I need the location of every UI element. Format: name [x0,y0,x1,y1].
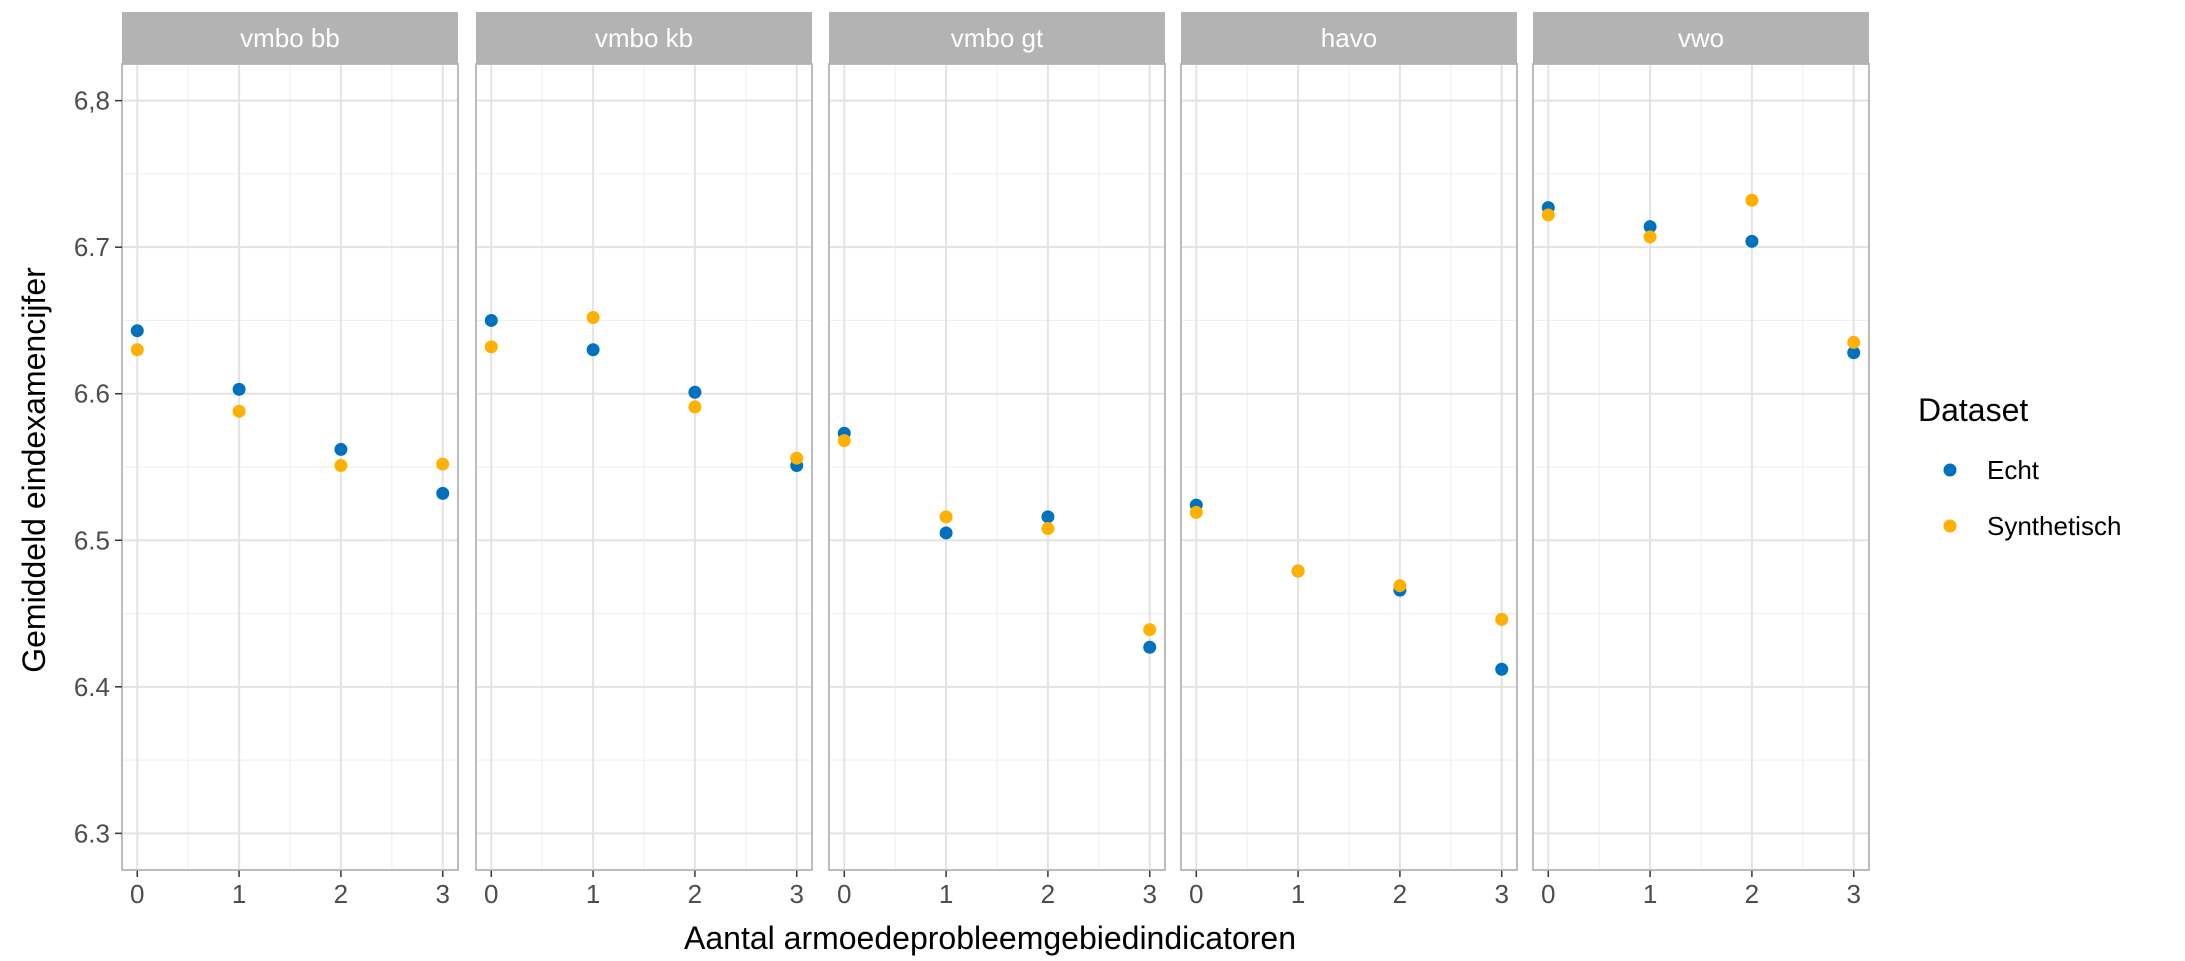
x-tick-label: 2 [334,879,348,909]
facet-strip-label: vmbo bb [240,23,340,53]
y-tick-label: 6.7 [74,232,110,262]
panel-vmbo-kb: 0 1 2 3 vmbo kb [475,12,813,909]
panel-vmbo-bb: 0 1 2 3 vmbo bb [121,12,459,909]
x-tick-label: 2 [688,879,702,909]
facet-strip [829,12,1165,64]
facet-strip [1181,12,1517,64]
legend-title: Dataset [1918,392,2028,428]
x-tick-label: 3 [1494,879,1508,909]
y-axis: 6.3 6.4 6.5 6.6 6.7 6,8 [74,86,122,848]
point-synthetisch [1745,193,1759,207]
facet-strip [1533,12,1869,64]
facet-strip-label: vwo [1678,23,1724,53]
x-tick-label: 1 [232,879,246,909]
y-tick-label: 6.4 [74,672,110,702]
x-tick-label: 0 [837,879,851,909]
facet-strip-label: havo [1321,23,1377,53]
point-echt [232,382,246,396]
x-tick-label: 2 [1745,879,1759,909]
legend-entry-synthetisch: Synthetisch [1943,511,2121,541]
point-echt [1643,220,1657,234]
point-synthetisch [232,404,246,418]
panel-vwo: 0 1 2 3 vwo [1532,12,1870,909]
facet-strip [476,12,812,64]
legend-entry-echt: Echt [1943,455,2040,485]
point-echt [1143,640,1157,654]
y-axis-title: Gemiddeld eindexamencijfer [16,267,52,673]
x-tick-label: 1 [586,879,600,909]
x-tick-label: 1 [939,879,953,909]
point-synthetisch [1847,335,1861,349]
legend-label: Echt [1987,455,2040,485]
point-synthetisch [334,459,348,473]
point-synthetisch [436,457,450,471]
x-tick-label: 3 [435,879,449,909]
point-synthetisch [837,434,851,448]
panel-vmbo-gt: 0 1 2 3 vmbo gt [828,12,1166,909]
point-synthetisch [688,400,702,414]
x-tick-label: 1 [1643,879,1657,909]
y-tick-label: 6,8 [74,86,110,116]
point-synthetisch [1643,230,1657,244]
x-tick-label: 3 [1142,879,1156,909]
point-synthetisch [1291,564,1305,578]
x-tick-label: 3 [1846,879,1860,909]
facet-strip-label: vmbo kb [595,23,693,53]
point-synthetisch [1393,579,1407,593]
panels-layer: 0 1 2 3 vmbo bb 0 1 2 3 vmbo kb 0 1 2 3 vmbo gt 0 1 2 3 hav… [121,12,1870,909]
point-echt [1041,510,1055,524]
x-tick-label: 1 [1291,879,1305,909]
x-tick-label: 0 [130,879,144,909]
point-echt [688,385,702,399]
y-tick-label: 6.3 [74,818,110,848]
point-echt [939,526,953,540]
point-echt [484,313,498,327]
point-synthetisch [586,311,600,325]
y-tick-label: 6.6 [74,379,110,409]
x-tick-label: 0 [1541,879,1555,909]
legend-label: Synthetisch [1987,511,2121,541]
point-synthetisch [939,510,953,524]
point-synthetisch [1495,612,1509,626]
legend: Dataset Echt Synthetisch [1918,392,2121,541]
point-synthetisch [130,343,144,357]
y-tick-label: 6.5 [74,525,110,555]
point-synthetisch [1189,505,1203,519]
x-tick-label: 3 [789,879,803,909]
legend-key [1943,519,1957,533]
legend-key [1943,463,1957,477]
point-synthetisch [790,451,804,465]
point-echt [1847,346,1861,360]
point-synthetisch [1143,623,1157,637]
point-echt [1495,662,1509,676]
x-tick-label: 2 [1041,879,1055,909]
x-axis-title: Aantal armoedeprobleemgebiedindicatoren [684,920,1296,956]
point-echt [130,324,144,338]
point-echt [334,442,348,456]
facet-strip-label: vmbo gt [951,23,1044,53]
panel-havo: 0 1 2 3 havo [1180,12,1518,909]
point-echt [1745,234,1759,248]
point-synthetisch [1541,208,1555,222]
point-synthetisch [484,340,498,354]
facet-strip [122,12,458,64]
point-synthetisch [1041,522,1055,536]
point-echt [586,343,600,357]
x-tick-label: 0 [1189,879,1203,909]
legend-entries: Echt Synthetisch [1943,455,2121,541]
x-tick-label: 2 [1393,879,1407,909]
x-tick-label: 0 [484,879,498,909]
point-echt [436,486,450,500]
